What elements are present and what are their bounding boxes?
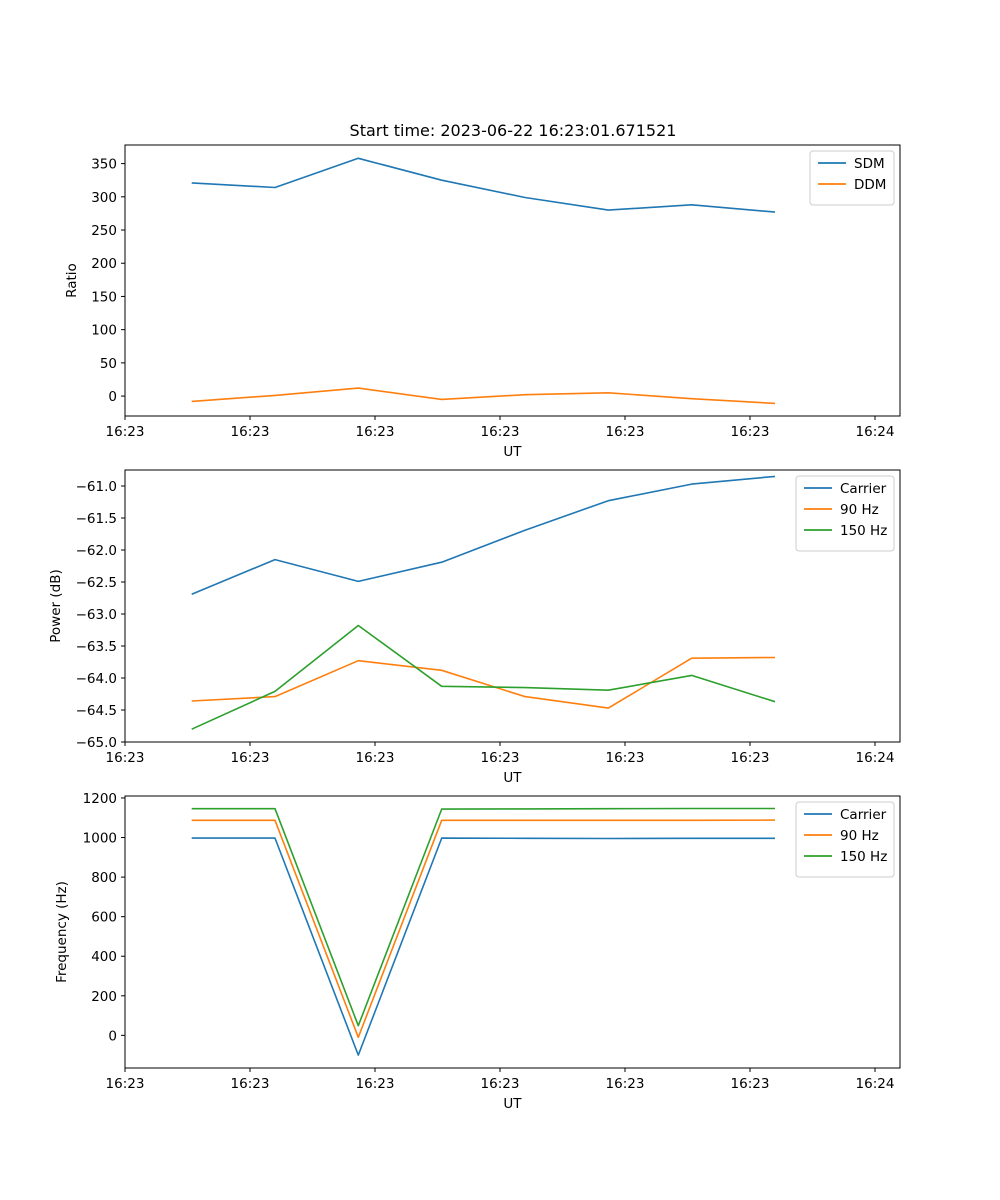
x-tick-label: 16:23	[356, 750, 395, 766]
panel-2: −65.0 −64.5 −64.0 −63.5 −63.0 −62.5 −62.0 −61.5…	[48, 469, 901, 786]
series-line-90-hz	[191, 819, 776, 1039]
x-axis-label: UT	[503, 770, 522, 786]
legend-label: 90 Hz	[840, 828, 879, 844]
y-axis-label: Power (dB)	[48, 569, 64, 642]
y-tick-label: 400	[91, 949, 117, 965]
x-tick-label: 16:23	[231, 1076, 270, 1092]
y-axis-label: Ratio	[64, 263, 80, 298]
x-tick-label: 16:23	[356, 424, 395, 440]
x-tick-label: 16:23	[106, 1076, 145, 1092]
y-tick-label: −63.5	[76, 639, 117, 655]
y-tick-label: 50	[100, 356, 117, 372]
x-tick-label: 16:24	[856, 750, 895, 766]
legend-box	[809, 150, 895, 206]
y-tick-label: 100	[91, 323, 117, 339]
x-tick-label: 16:23	[606, 1076, 645, 1092]
y-tick-label: 200	[91, 989, 117, 1005]
series-line-150-hz	[191, 624, 776, 730]
legend-box	[795, 475, 895, 552]
legend-label: 150 Hz	[840, 849, 887, 865]
x-tick-label: 16:24	[856, 1076, 895, 1092]
y-tick-label: 600	[91, 910, 117, 926]
legend: Carrier 90 Hz 150 Hz	[795, 475, 895, 552]
x-tick-label: 16:23	[481, 750, 520, 766]
x-tick-label: 16:23	[731, 1076, 770, 1092]
legend-box	[795, 801, 895, 878]
y-tick-label: −65.0	[76, 735, 117, 751]
legend: Carrier 90 Hz 150 Hz	[795, 801, 895, 878]
x-tick-label: 16:23	[606, 750, 645, 766]
x-tick-label: 16:24	[856, 424, 895, 440]
series-line-sdm	[191, 157, 776, 213]
plot-frame	[124, 795, 901, 1069]
panel-1: 0 50 100 150 200 250 300 350 16:23 16:23 16:23 16:2…	[64, 144, 901, 460]
y-tick-label: −64.0	[76, 671, 117, 687]
legend-label: DDM	[854, 177, 886, 193]
legend-label: Carrier	[840, 807, 887, 823]
series-line-ddm	[191, 387, 776, 405]
series-line-90-hz	[191, 656, 776, 709]
y-tick-label: 1000	[83, 831, 117, 847]
legend-label: 90 Hz	[840, 502, 879, 518]
x-tick-label: 16:23	[731, 424, 770, 440]
y-tick-label: 300	[91, 190, 117, 206]
x-axis-label: UT	[503, 444, 522, 460]
series-line-carrier	[191, 837, 775, 1056]
panel-3: 0 200 400 600 800 1000 1200 16:23 16:23 16:23 16:2…	[54, 791, 901, 1112]
y-tick-label: 0	[108, 389, 117, 405]
y-tick-label: −63.0	[76, 607, 117, 623]
y-tick-label: 250	[91, 223, 117, 239]
series-line-150-hz	[191, 807, 775, 1027]
x-axis-label: UT	[503, 1096, 522, 1112]
y-tick-label: 200	[91, 256, 117, 272]
y-axis-label: Frequency (Hz)	[54, 881, 70, 983]
x-tick-label: 16:23	[481, 1076, 520, 1092]
x-tick-label: 16:23	[731, 750, 770, 766]
y-tick-label: 150	[91, 289, 117, 305]
x-tick-label: 16:23	[481, 424, 520, 440]
y-tick-label: 1200	[83, 791, 117, 807]
legend-label: 150 Hz	[840, 523, 887, 539]
y-tick-label: −62.0	[76, 543, 117, 559]
y-tick-label: 350	[91, 157, 117, 173]
legend-label: SDM	[854, 156, 885, 172]
panels: 0 50 100 150 200 250 300 350 16:23 16:23 16:23 16:2…	[48, 144, 901, 1112]
plot-frame	[124, 144, 901, 417]
x-tick-label: 16:23	[106, 424, 145, 440]
legend-label: Carrier	[840, 481, 887, 497]
series-line-carrier	[191, 475, 776, 595]
y-tick-label: −61.5	[76, 511, 117, 527]
x-tick-label: 16:23	[356, 1076, 395, 1092]
x-tick-label: 16:23	[231, 424, 270, 440]
plot-frame	[124, 469, 901, 743]
x-tick-label: 16:23	[606, 424, 645, 440]
y-tick-label: 800	[91, 870, 117, 886]
x-tick-label: 16:23	[106, 750, 145, 766]
y-tick-label: 0	[108, 1028, 117, 1044]
legend: SDM DDM	[809, 150, 895, 206]
y-tick-label: −61.0	[76, 479, 117, 495]
y-tick-label: −62.5	[76, 575, 117, 591]
y-tick-label: −64.5	[76, 703, 117, 719]
x-tick-label: 16:23	[231, 750, 270, 766]
figure-title: Start time: 2023-06-22 16:23:01.671521	[350, 121, 677, 140]
